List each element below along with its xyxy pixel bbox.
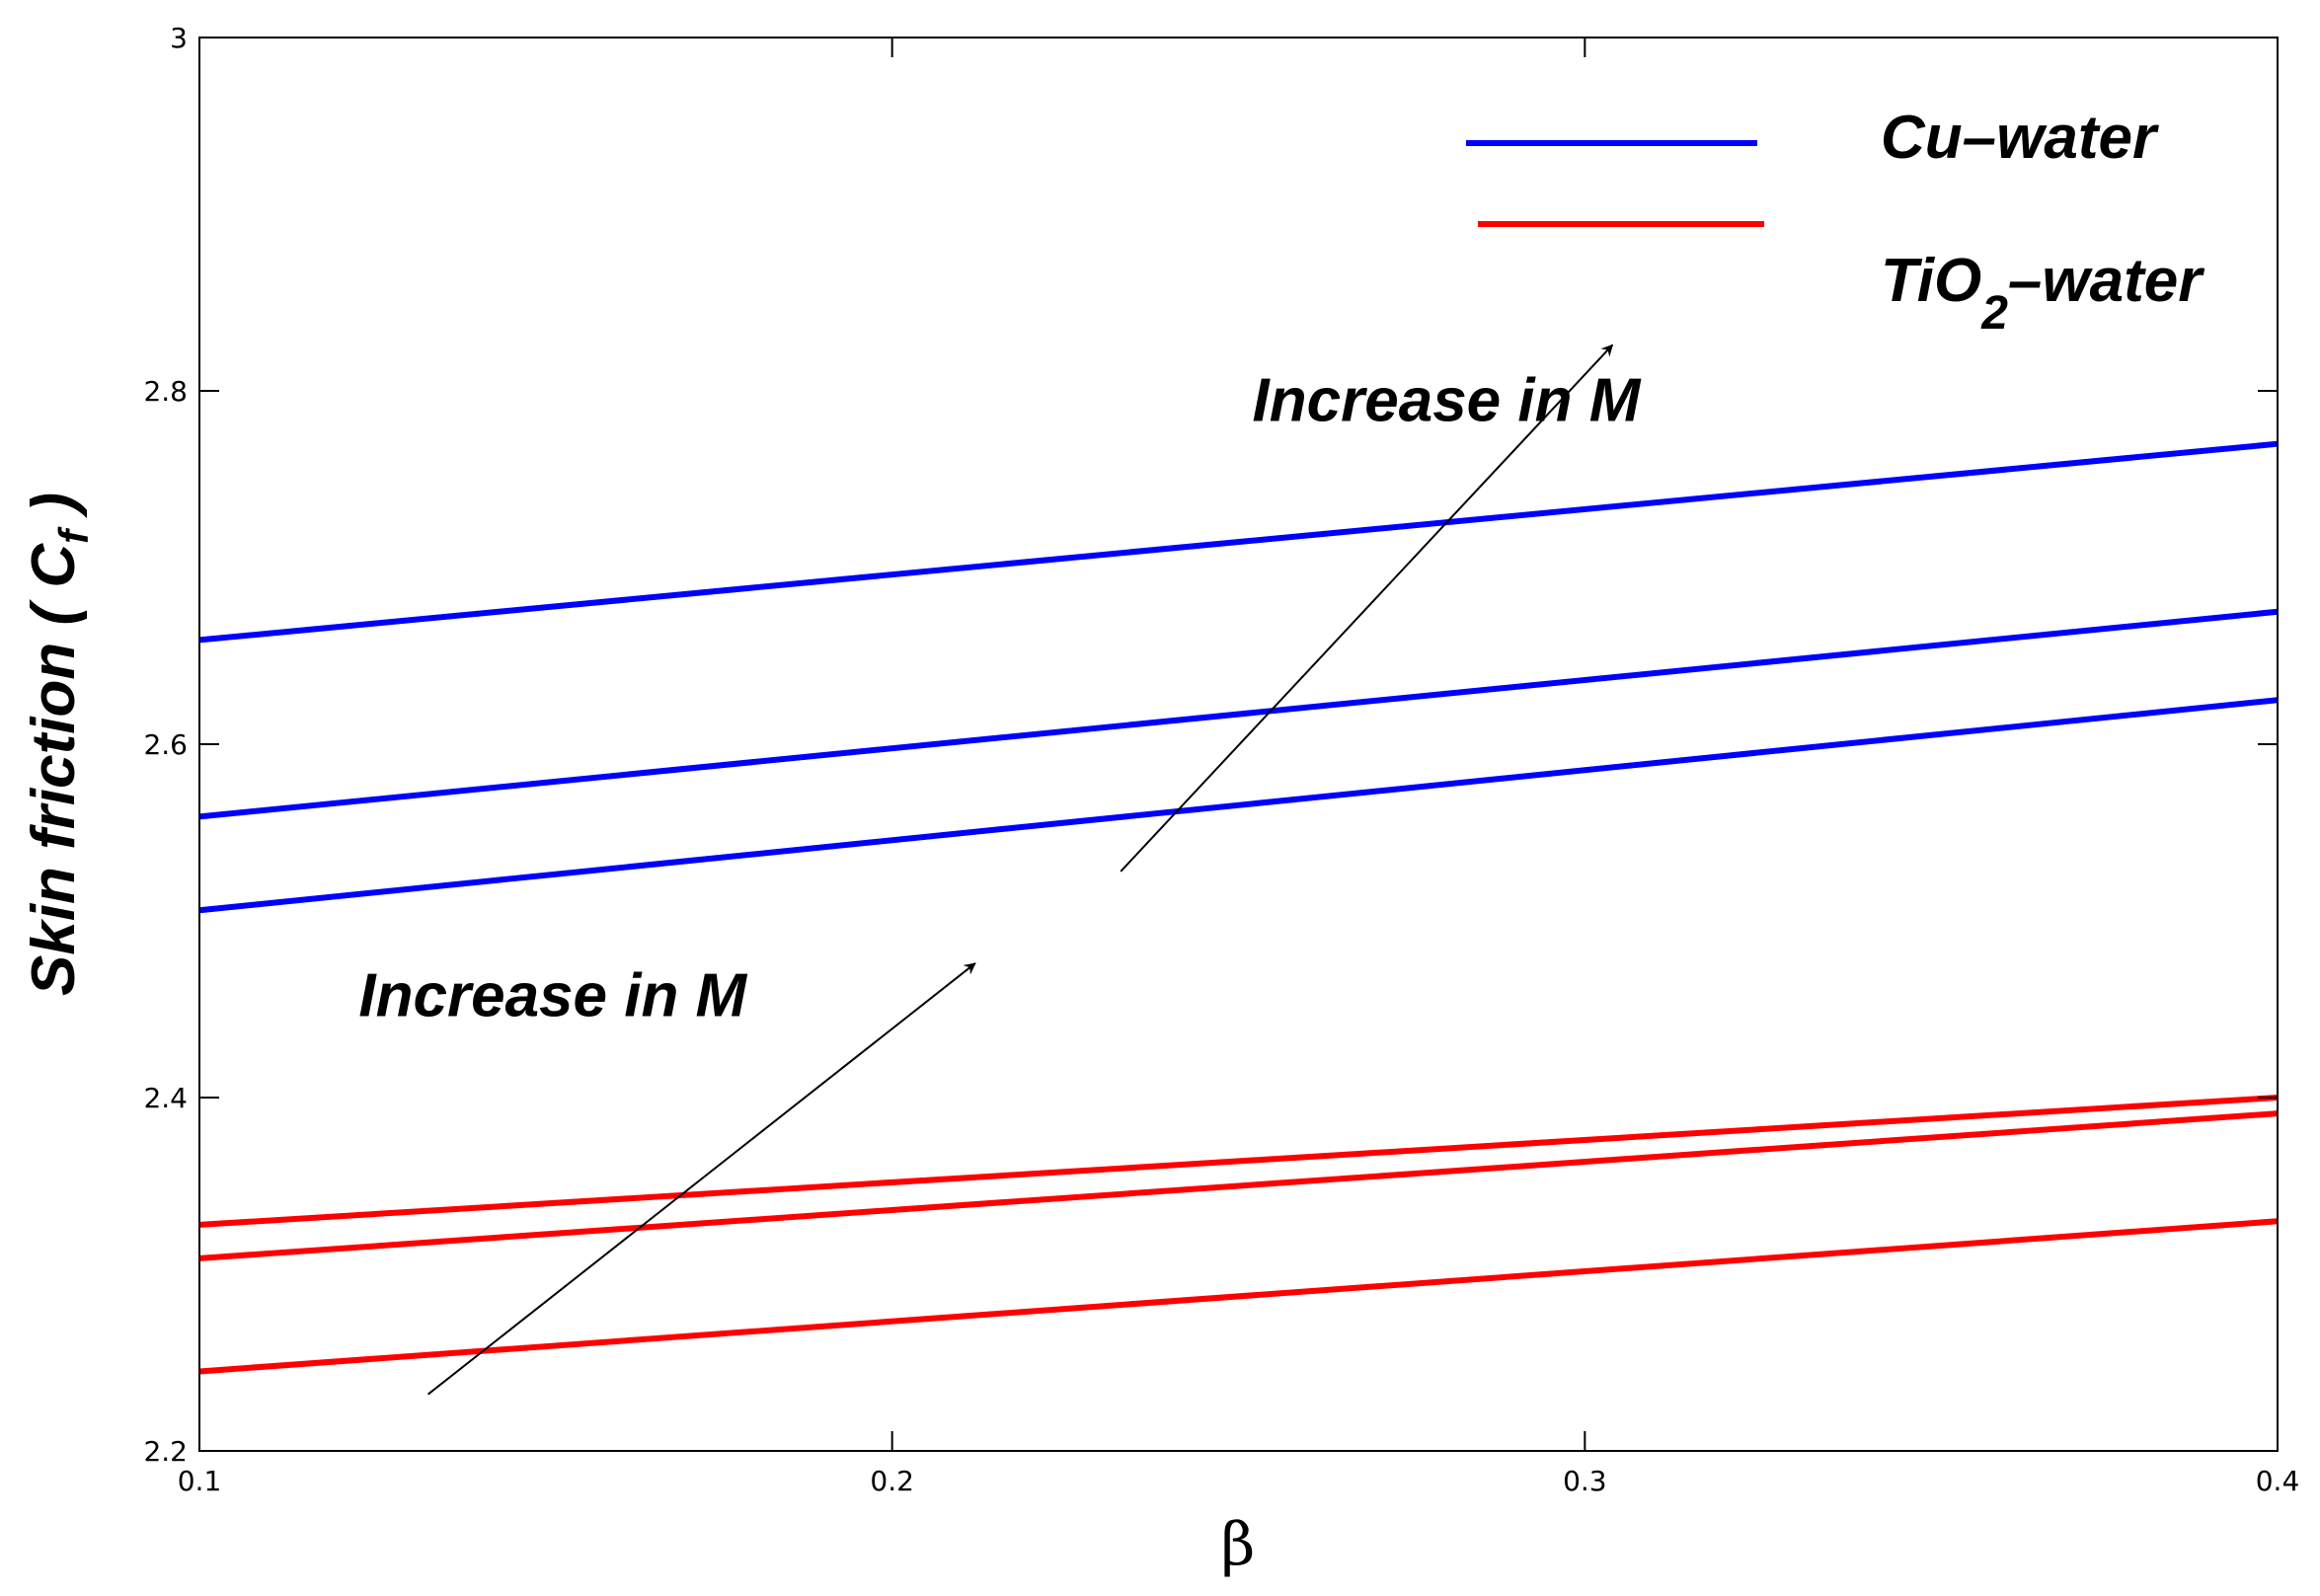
- x-tick-label-1: 0.1: [178, 1465, 222, 1497]
- series-line-1: [198, 697, 2279, 914]
- y-tick-label-3: 2.6: [143, 728, 188, 761]
- series-line-5: [198, 1110, 2279, 1261]
- y-tick-label-4: 2.8: [143, 375, 188, 408]
- series-line-2: [198, 608, 2279, 820]
- y-tick-label-1: 2.2: [143, 1435, 188, 1468]
- series-layer: [198, 440, 2279, 1375]
- y-axis-label-subscript: f: [50, 526, 97, 544]
- y-axis-label-text: Skin friction: [20, 643, 88, 996]
- y-axis-label: Skin friction ( Cf ): [20, 493, 97, 996]
- x-tick-label-4: 0.4: [2256, 1465, 2300, 1497]
- y-axis-label-symbol: C: [20, 543, 88, 588]
- y-tick-label-5: 3: [170, 22, 188, 54]
- annotation-text-1: Increase in M: [1253, 366, 1642, 434]
- series-line-6: [198, 1095, 2279, 1228]
- annotation-layer: Increase in M Increase in M: [358, 343, 1642, 1396]
- tick-layer: 0.1 0.2 0.3 0.4 2.2 2.4 2.6 2.8 3: [143, 22, 2299, 1497]
- y-tick-label-2: 2.4: [143, 1082, 188, 1114]
- series-line-3: [198, 440, 2279, 644]
- annotation-text-2: Increase in M: [358, 962, 747, 1030]
- x-tick-label-3: 0.3: [1563, 1465, 1607, 1497]
- legend-label-tio2-water: TiO2–water: [1881, 247, 2204, 340]
- annotation-arrow-2: [426, 962, 976, 1396]
- x-tick-label-2: 0.2: [870, 1465, 914, 1497]
- series-line-4: [198, 1218, 2279, 1375]
- annotation-arrow-1: [1120, 343, 1614, 873]
- legend-label-cu-water: Cu–water: [1881, 104, 2159, 172]
- x-axis-label: β: [1221, 1510, 1256, 1579]
- legend: Cu–water TiO2–water: [1466, 104, 2204, 340]
